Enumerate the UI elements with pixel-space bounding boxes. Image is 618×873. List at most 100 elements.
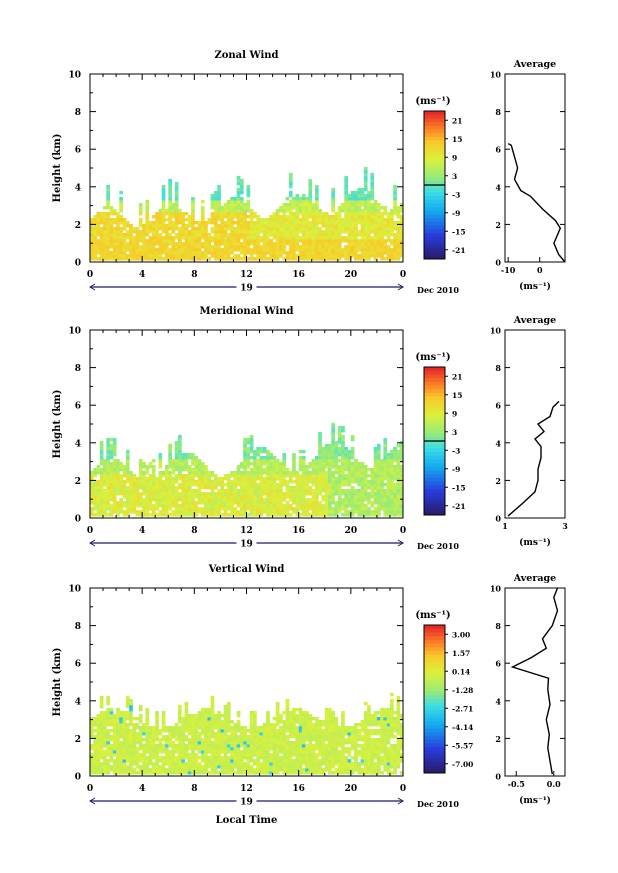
heatmap-cell <box>151 254 156 258</box>
heatmap-cell <box>341 465 345 469</box>
heatmap-cell <box>380 507 384 511</box>
heatmap-cell <box>132 236 137 240</box>
heatmap-cell <box>161 504 166 508</box>
heatmap-cell <box>213 720 218 724</box>
heatmap-cell <box>298 492 303 496</box>
heatmap-cell <box>204 233 208 237</box>
heatmap-cell <box>367 218 371 222</box>
heatmap-cell <box>204 224 208 228</box>
heatmap-cell <box>285 507 290 511</box>
heatmap-cell <box>360 187 365 192</box>
heatmap-cell <box>178 753 182 757</box>
heatmap-cell <box>226 701 231 706</box>
heatmap-cell <box>142 513 146 517</box>
heatmap-cell <box>288 747 293 751</box>
heatmap-cell <box>347 230 352 234</box>
heatmap-cell <box>161 209 166 213</box>
heatmap-cell <box>178 768 182 772</box>
heatmap-cell <box>184 251 189 255</box>
heatmap-cell <box>308 178 313 183</box>
heatmap-cell <box>324 446 329 451</box>
heatmap-cell <box>220 756 225 760</box>
heatmap-cell <box>116 242 120 246</box>
heatmap-cell <box>363 492 368 496</box>
heatmap-cell <box>178 242 182 246</box>
heatmap-cell <box>142 462 146 466</box>
heatmap-cell <box>112 504 117 508</box>
heatmap-cell <box>210 218 215 222</box>
heatmap-cell <box>178 738 182 742</box>
heatmap-cell <box>256 459 260 463</box>
heatmap-cell <box>165 227 169 231</box>
heatmap-cell <box>328 227 332 231</box>
heatmap-cell <box>187 489 192 493</box>
heatmap-cell <box>288 233 293 237</box>
heatmap-cell <box>223 489 228 493</box>
heatmap-cell <box>373 498 378 502</box>
heatmap-cell <box>350 230 355 234</box>
heatmap-cell <box>249 513 254 517</box>
heatmap-cell <box>174 449 179 454</box>
heatmap-cell <box>99 735 104 739</box>
heatmap-cell <box>285 492 290 496</box>
heatmap-cell <box>240 218 244 222</box>
heatmap-cell <box>200 759 205 763</box>
heatmap-cell <box>103 495 107 499</box>
heatmap-cell <box>191 498 195 502</box>
heatmap-cell <box>399 489 404 493</box>
heatmap-cell <box>93 501 97 505</box>
heatmap-cell <box>135 227 140 231</box>
heatmap-cell <box>138 498 143 502</box>
heatmap-cell <box>282 492 287 496</box>
day-bar-arrow-left <box>89 283 96 291</box>
heatmap-cell <box>213 771 218 775</box>
heatmap-cell <box>210 193 215 198</box>
heatmap-cell <box>112 449 117 454</box>
heatmap-cell <box>116 768 120 772</box>
heatmap-cell <box>249 239 254 243</box>
heatmap-cell <box>194 723 198 727</box>
heatmap-cell <box>308 462 313 466</box>
heatmap-cell <box>305 510 309 514</box>
heatmap-cell <box>363 242 368 246</box>
heatmap-cell <box>217 714 221 718</box>
heatmap-cell <box>246 486 251 490</box>
heatmap-cell <box>171 212 176 216</box>
colorbar-swatch <box>424 181 445 186</box>
heatmap-cell <box>341 437 345 442</box>
heatmap-cell <box>288 765 293 769</box>
heatmap-cell <box>393 453 397 457</box>
heatmap-cell <box>207 480 212 484</box>
heatmap-cell <box>125 753 130 757</box>
heatmap-cell <box>151 513 156 517</box>
heatmap-cell <box>158 498 163 502</box>
heatmap-cell <box>132 723 137 727</box>
heatmap-cell <box>373 254 378 258</box>
heatmap-cell <box>256 218 260 222</box>
heatmap-cell <box>122 711 127 715</box>
heatmap-cell <box>360 489 365 493</box>
heatmap-cell <box>246 513 251 517</box>
heatmap-cell <box>275 771 280 775</box>
heatmap-cell <box>256 477 260 481</box>
heatmap-cell <box>266 489 270 493</box>
heatmap-cell <box>295 471 300 475</box>
heatmap-cell <box>223 707 228 712</box>
heatmap-cell <box>318 218 322 222</box>
heatmap-cell <box>96 212 101 216</box>
heatmap-cell <box>282 456 287 460</box>
heatmap-cell <box>174 242 179 246</box>
colorbar-swatch <box>424 192 445 197</box>
heatmap-cell <box>233 239 238 243</box>
heatmap-cell <box>279 248 283 252</box>
heatmap-cell <box>210 206 215 210</box>
heatmap-cell <box>230 504 234 508</box>
heatmap-cell <box>341 434 345 439</box>
heatmap-cell <box>324 224 329 228</box>
heatmap-cell <box>279 498 283 502</box>
heatmap-cell <box>370 245 375 249</box>
heatmap-cell <box>285 765 290 769</box>
heatmap-cell <box>142 747 146 751</box>
heatmap-cell <box>171 765 176 769</box>
heatmap-cell <box>240 507 244 511</box>
